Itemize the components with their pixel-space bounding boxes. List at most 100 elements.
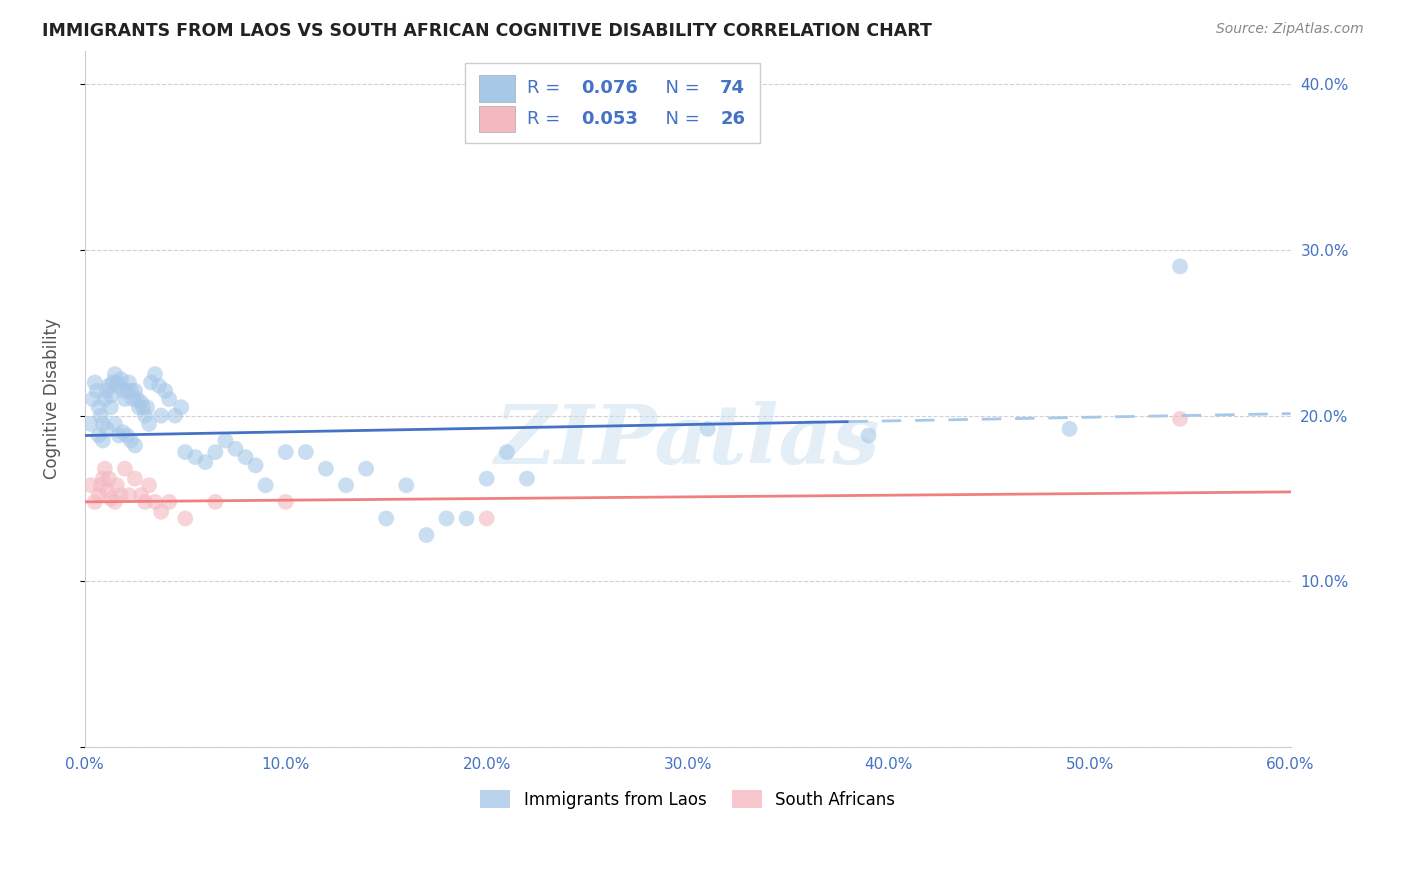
Point — [104, 417, 127, 431]
Point — [148, 378, 170, 392]
Point — [94, 392, 117, 406]
Text: R =: R = — [527, 79, 567, 97]
Point — [96, 384, 118, 398]
Text: R =: R = — [527, 110, 567, 128]
Point — [136, 401, 159, 415]
Point — [82, 392, 104, 406]
Text: 26: 26 — [720, 110, 745, 128]
Point — [335, 478, 357, 492]
Point — [138, 417, 160, 431]
Text: N =: N = — [654, 110, 706, 128]
Point — [96, 483, 118, 498]
Point — [108, 378, 131, 392]
Point — [90, 409, 112, 423]
Point — [87, 401, 110, 415]
Text: 0.053: 0.053 — [582, 110, 638, 128]
Point — [150, 409, 173, 423]
Point — [475, 472, 498, 486]
Point — [516, 472, 538, 486]
Point — [100, 389, 122, 403]
FancyBboxPatch shape — [479, 75, 515, 102]
Point — [125, 392, 148, 406]
Point — [124, 384, 146, 398]
Point — [165, 409, 187, 423]
Point — [1168, 260, 1191, 274]
Point — [120, 434, 142, 448]
Point — [104, 367, 127, 381]
Point — [254, 478, 277, 492]
FancyBboxPatch shape — [464, 62, 761, 143]
Point — [108, 428, 131, 442]
Point — [495, 445, 517, 459]
Point — [858, 428, 880, 442]
Point — [204, 445, 226, 459]
Point — [114, 392, 136, 406]
Point — [174, 511, 197, 525]
Point — [96, 422, 118, 436]
Point — [143, 495, 166, 509]
Point — [80, 478, 103, 492]
Point — [134, 495, 156, 509]
Point — [83, 495, 105, 509]
Point — [128, 401, 150, 415]
Text: 74: 74 — [720, 79, 745, 97]
Point — [111, 384, 134, 398]
Y-axis label: Cognitive Disability: Cognitive Disability — [44, 318, 60, 479]
Point — [696, 422, 718, 436]
Point — [80, 417, 103, 431]
Point — [214, 434, 236, 448]
Point — [354, 461, 377, 475]
Point — [274, 495, 297, 509]
Point — [122, 392, 145, 406]
Point — [224, 442, 246, 456]
Point — [91, 434, 114, 448]
Text: IMMIGRANTS FROM LAOS VS SOUTH AFRICAN COGNITIVE DISABILITY CORRELATION CHART: IMMIGRANTS FROM LAOS VS SOUTH AFRICAN CO… — [42, 22, 932, 40]
Point — [124, 438, 146, 452]
Point — [138, 478, 160, 492]
Point — [110, 488, 132, 502]
Point — [105, 376, 128, 390]
Point — [295, 445, 318, 459]
Point — [83, 376, 105, 390]
Point — [157, 495, 180, 509]
Point — [101, 376, 124, 390]
Point — [105, 478, 128, 492]
Point — [100, 401, 122, 415]
Point — [139, 376, 162, 390]
Point — [1059, 422, 1081, 436]
Text: ZIPatlas: ZIPatlas — [495, 401, 880, 481]
Point — [87, 428, 110, 442]
Point — [456, 511, 478, 525]
Point — [90, 478, 112, 492]
Point — [124, 472, 146, 486]
Point — [235, 450, 257, 464]
Point — [100, 491, 122, 506]
Point — [111, 425, 134, 440]
Point — [143, 367, 166, 381]
Point — [129, 395, 152, 409]
FancyBboxPatch shape — [479, 106, 515, 132]
Point — [184, 450, 207, 464]
Point — [157, 392, 180, 406]
Point — [274, 445, 297, 459]
Text: N =: N = — [654, 79, 706, 97]
Point — [94, 461, 117, 475]
Point — [91, 417, 114, 431]
Text: 0.076: 0.076 — [582, 79, 638, 97]
Point — [120, 384, 142, 398]
Point — [153, 384, 176, 398]
Point — [115, 428, 138, 442]
Point — [134, 409, 156, 423]
Point — [315, 461, 337, 475]
Legend: Immigrants from Laos, South Africans: Immigrants from Laos, South Africans — [474, 784, 901, 815]
Point — [436, 511, 458, 525]
Point — [104, 495, 127, 509]
Point — [204, 495, 226, 509]
Point — [1168, 412, 1191, 426]
Point — [97, 472, 120, 486]
Point — [129, 488, 152, 502]
Point — [174, 445, 197, 459]
Text: Source: ZipAtlas.com: Source: ZipAtlas.com — [1216, 22, 1364, 37]
Point — [132, 401, 155, 415]
Point — [87, 488, 110, 502]
